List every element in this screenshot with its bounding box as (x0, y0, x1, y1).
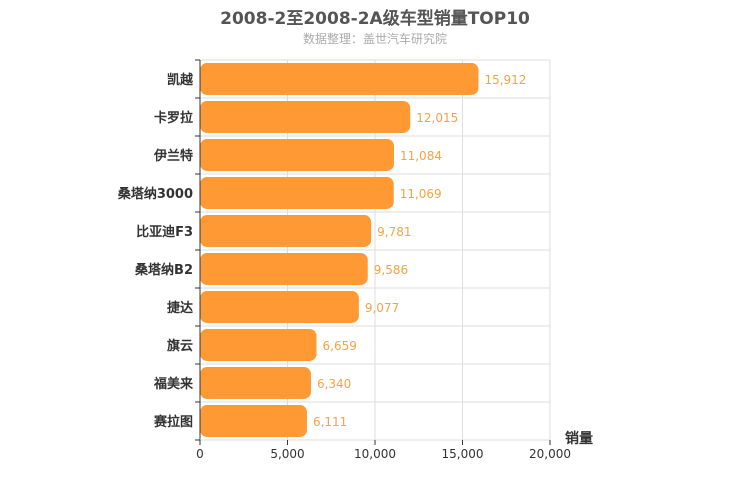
data-label: 12,015 (416, 111, 458, 125)
bar (200, 139, 394, 171)
x-axis-title: 销量 (565, 430, 593, 447)
x-tick-label: 5,000 (270, 447, 304, 461)
data-label: 6,659 (323, 339, 357, 353)
category-label: 桑塔纳B2 (134, 262, 193, 278)
axes (195, 59, 551, 445)
bar (200, 291, 359, 323)
bar (200, 405, 307, 437)
data-label: 15,912 (484, 73, 526, 87)
category-label: 伊兰特 (153, 148, 193, 164)
chart-subtitle: 数据整理：盖世汽车研究院 (302, 32, 447, 46)
x-tick-label: 10,000 (354, 447, 396, 461)
category-label: 卡罗拉 (154, 110, 193, 126)
data-label: 11,084 (400, 149, 442, 163)
bar (200, 63, 479, 95)
bar (200, 177, 394, 209)
x-tick-label: 20,000 (529, 447, 571, 461)
data-label: 9,077 (365, 301, 399, 315)
category-label: 赛拉图 (153, 414, 193, 430)
data-label: 6,111 (313, 415, 347, 429)
data-label: 11,069 (400, 187, 442, 201)
bar (200, 329, 317, 361)
category-label: 福美来 (153, 376, 194, 392)
bar (200, 253, 368, 285)
category-label: 捷达 (167, 300, 193, 316)
bar-series (200, 63, 479, 437)
data-label: 9,781 (377, 225, 411, 239)
category-label: 比亚迪F3 (136, 224, 193, 240)
data-label: 6,340 (317, 377, 351, 391)
bar (200, 367, 311, 399)
data-label: 9,586 (374, 263, 408, 277)
bar (200, 101, 411, 133)
category-label: 旗云 (167, 338, 193, 354)
category-label: 凯越 (167, 72, 194, 88)
x-tick-label: 15,000 (442, 447, 484, 461)
bar (200, 215, 372, 247)
labels: 凯越 15,912 卡罗拉 12,015 伊兰特 11,084 桑塔纳3000 11,069 比… (117, 72, 571, 461)
category-label: 桑塔纳3000 (117, 186, 193, 202)
x-tick-label: 0 (196, 447, 204, 461)
chart-title: 2008-2至2008-2A级车型销量TOP10 (220, 9, 530, 29)
